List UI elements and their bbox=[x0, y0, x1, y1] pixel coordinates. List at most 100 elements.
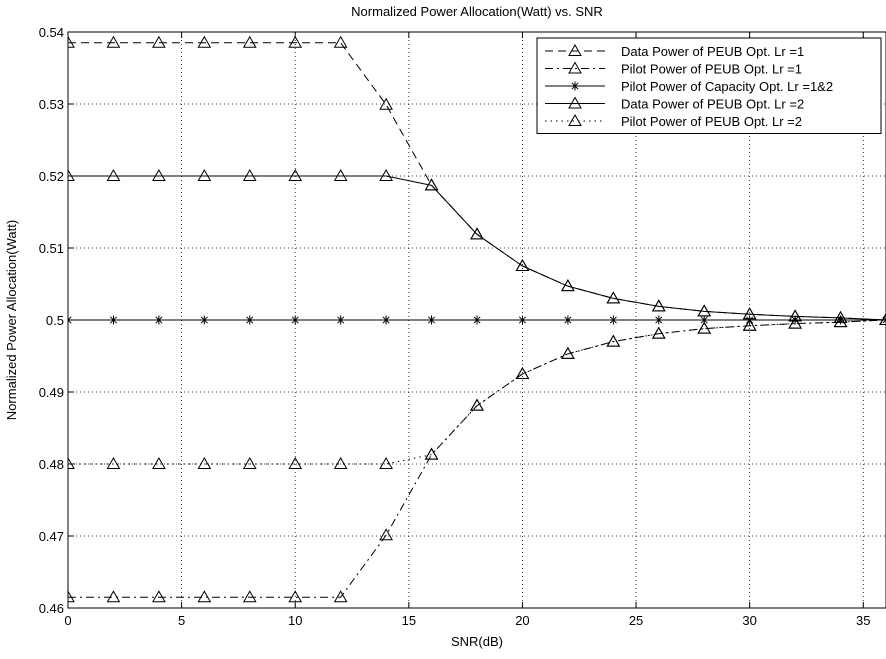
triangle-marker bbox=[152, 590, 166, 603]
triangle-marker bbox=[68, 168, 75, 181]
triangle-marker bbox=[288, 590, 303, 603]
star-marker bbox=[381, 315, 391, 325]
triangle-marker bbox=[651, 326, 666, 339]
triangle-marker bbox=[197, 168, 212, 181]
y-tick-label: 0.54 bbox=[39, 25, 64, 40]
legend-item: Data Power of PEUB Opt. Lr =2 bbox=[545, 96, 804, 112]
y-tick-label: 0.53 bbox=[39, 97, 64, 112]
x-axis-label: SNR(dB) bbox=[451, 634, 503, 649]
axis-ticks: 0 5 10 15 20 25 30 35 0.46 0.47 0.48 0.49 0.5 0.51 0.5… bbox=[39, 25, 871, 628]
star-marker bbox=[336, 315, 346, 325]
y-tick-label: 0.51 bbox=[39, 241, 64, 256]
series-4 bbox=[68, 168, 886, 325]
triangle-marker bbox=[379, 168, 393, 181]
triangle-marker bbox=[68, 35, 75, 48]
triangle-marker bbox=[288, 168, 303, 181]
triangle-marker bbox=[288, 456, 303, 469]
triangle-marker bbox=[788, 309, 802, 322]
triangle-marker bbox=[68, 590, 75, 603]
x-tick-label: 15 bbox=[402, 613, 416, 628]
triangle-marker bbox=[606, 291, 621, 304]
legend-item: Pilot Power of PEUB Opt. Lr =1 bbox=[545, 61, 802, 77]
triangle-marker bbox=[379, 97, 393, 110]
series-line bbox=[68, 319, 886, 465]
triangle-marker bbox=[651, 299, 666, 312]
star-marker bbox=[108, 315, 118, 325]
y-tick-label: 0.5 bbox=[46, 313, 64, 328]
triangle-marker bbox=[242, 456, 257, 469]
triangle-marker bbox=[152, 456, 166, 469]
triangle-marker bbox=[561, 346, 575, 359]
triangle-marker bbox=[288, 35, 303, 48]
triangle-marker bbox=[152, 35, 166, 48]
triangle-marker bbox=[833, 310, 848, 323]
triangle-marker bbox=[568, 96, 582, 109]
x-tick-label: 0 bbox=[64, 613, 71, 628]
triangle-marker bbox=[424, 447, 439, 460]
triangle-marker bbox=[697, 304, 712, 317]
star-marker bbox=[570, 81, 580, 91]
legend-label: Pilot Power of PEUB Opt. Lr =2 bbox=[621, 114, 802, 129]
triangle-marker bbox=[470, 398, 484, 411]
triangle-marker bbox=[242, 168, 257, 181]
triangle-marker bbox=[379, 456, 393, 469]
triangle-marker bbox=[568, 113, 582, 126]
series-line bbox=[68, 319, 886, 598]
legend-label: Data Power of PEUB Opt. Lr =1 bbox=[621, 44, 804, 59]
triangle-marker bbox=[152, 168, 166, 181]
legend-label: Data Power of PEUB Opt. Lr =2 bbox=[621, 97, 804, 112]
star-marker bbox=[245, 315, 255, 325]
y-axis-label: Normalized Power Allocation(Watt) bbox=[4, 220, 19, 420]
y-tick-label: 0.52 bbox=[39, 169, 64, 184]
star-marker bbox=[154, 315, 164, 325]
triangle-marker bbox=[788, 316, 802, 329]
triangle-marker bbox=[568, 43, 582, 56]
series-3 bbox=[68, 315, 886, 325]
triangle-marker bbox=[606, 334, 621, 347]
triangle-marker bbox=[606, 334, 621, 347]
legend-item: Pilot Power of Capacity Opt. Lr =1&2 bbox=[545, 79, 833, 94]
triangle-marker bbox=[561, 279, 575, 292]
x-tick-label: 10 bbox=[288, 613, 302, 628]
x-tick-label: 25 bbox=[629, 613, 643, 628]
x-tick-label: 30 bbox=[742, 613, 756, 628]
triangle-marker bbox=[515, 258, 530, 271]
star-marker bbox=[563, 315, 573, 325]
triangle-marker bbox=[742, 318, 757, 331]
legend: Data Power of PEUB Opt. Lr =1 Pilot Power… bbox=[536, 37, 882, 134]
chart-title: Normalized Power Allocation(Watt) vs. SN… bbox=[351, 4, 603, 19]
triangle-marker bbox=[470, 398, 484, 411]
triangle-marker bbox=[742, 307, 757, 320]
star-marker bbox=[699, 315, 709, 325]
triangle-marker bbox=[833, 315, 848, 328]
triangle-marker bbox=[697, 321, 712, 334]
series-2 bbox=[68, 312, 886, 603]
triangle-marker bbox=[379, 528, 393, 541]
x-tick-label: 35 bbox=[856, 613, 870, 628]
star-marker bbox=[427, 315, 437, 325]
triangle-marker bbox=[333, 456, 348, 469]
triangle-marker bbox=[470, 227, 484, 240]
legend-label: Pilot Power of PEUB Opt. Lr =1 bbox=[621, 62, 802, 77]
series-layer bbox=[68, 35, 886, 603]
star-marker bbox=[608, 315, 618, 325]
y-tick-label: 0.47 bbox=[39, 529, 64, 544]
legend-item: Data Power of PEUB Opt. Lr =1 bbox=[545, 43, 804, 59]
series-line bbox=[68, 175, 886, 321]
series-5 bbox=[68, 312, 886, 469]
triangle-marker bbox=[333, 35, 348, 48]
triangle-marker bbox=[424, 447, 439, 460]
triangle-marker bbox=[515, 366, 530, 379]
star-marker bbox=[290, 315, 300, 325]
triangle-marker bbox=[106, 35, 121, 48]
triangle-marker bbox=[197, 590, 212, 603]
star-marker bbox=[654, 315, 664, 325]
star-marker bbox=[517, 315, 527, 325]
legend-label: Pilot Power of Capacity Opt. Lr =1&2 bbox=[621, 79, 833, 94]
x-tick-label: 20 bbox=[515, 613, 529, 628]
triangle-marker bbox=[197, 35, 212, 48]
y-tick-label: 0.48 bbox=[39, 457, 64, 472]
triangle-marker bbox=[197, 456, 212, 469]
triangle-marker bbox=[106, 168, 121, 181]
